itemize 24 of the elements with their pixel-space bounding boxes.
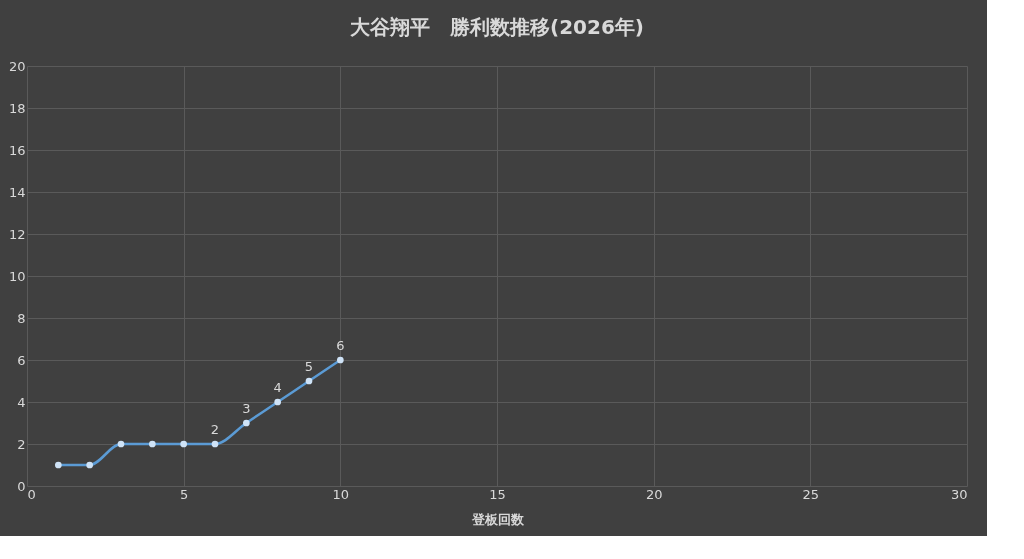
x-tick-label: 25 (802, 486, 820, 502)
data-label: 6 (336, 338, 345, 353)
y-tick-label: 4 (17, 394, 26, 410)
x-tick-label: 15 (489, 486, 506, 502)
chart-title: 大谷翔平 勝利数推移(2026年) (350, 15, 644, 39)
x-axis-title: 登板回数 (470, 511, 525, 527)
data-label: 3 (242, 401, 251, 416)
y-tick-label: 14 (8, 184, 26, 200)
x-tick-label: 20 (645, 486, 663, 502)
data-label: 2 (210, 422, 220, 437)
x-tick-label: 30 (950, 486, 968, 502)
y-tick-label: 16 (8, 142, 26, 158)
y-tick-label: 20 (8, 58, 26, 74)
y-tick-label: 6 (17, 352, 26, 368)
data-label: 5 (304, 359, 314, 374)
y-tick-label: 2 (17, 436, 26, 452)
y-tick-label: 8 (17, 310, 26, 326)
y-tick-label: 12 (8, 226, 26, 242)
y-tick-label: 10 (8, 268, 26, 284)
y-tick-label: 18 (8, 100, 26, 116)
x-tick-label: 5 (180, 486, 189, 502)
x-tick-label: 10 (332, 486, 350, 502)
data-label: 4 (273, 380, 282, 395)
x-tick-label: 0 (27, 486, 36, 502)
